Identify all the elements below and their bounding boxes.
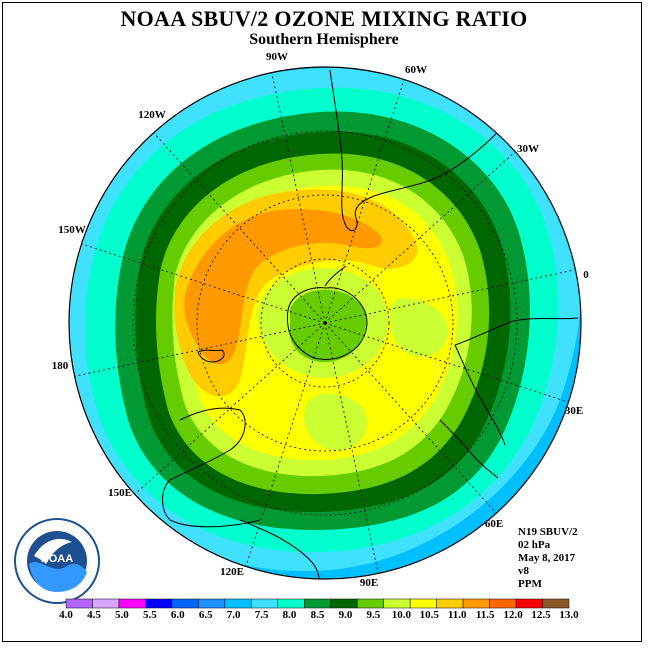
coastlines	[162, 69, 579, 579]
info-version: v8	[518, 565, 529, 577]
australia-coast	[162, 407, 261, 528]
field-polar-green	[289, 289, 367, 363]
field-orange	[184, 209, 383, 365]
longitude-label: 30E	[565, 405, 583, 417]
map-subtitle: Southern Hemisphere	[249, 31, 399, 48]
south-america-coast	[329, 69, 501, 231]
latitude-circle	[196, 194, 454, 452]
longitude-label: 150E	[108, 487, 132, 499]
longitude-label: 30W	[517, 143, 539, 155]
noaa-logo: NOAA	[14, 518, 100, 604]
latitude-circle	[260, 258, 390, 388]
longitude-label: 0	[583, 269, 589, 281]
longitude-labels: 90W 60W 30W 0 30E 60E 90E 120E 150E 180 150W 120W	[52, 51, 590, 589]
longitude-label: 60W	[405, 64, 427, 76]
longitude-label: 180	[52, 360, 69, 372]
longitude-label: 120E	[220, 566, 244, 578]
longitude-label: 90W	[266, 51, 288, 63]
longitude-label: 150W	[58, 224, 86, 236]
africa-east-coast	[454, 344, 506, 446]
info-block: N19 SBUV/2 02 hPa May 8, 2017 v8 PPM	[518, 526, 578, 591]
antarctic-peninsula	[324, 265, 347, 287]
africa-coast	[454, 317, 579, 346]
field-lime-patch	[303, 393, 367, 451]
longitude-label: 120W	[138, 109, 166, 121]
longitude-label: 60E	[485, 518, 503, 530]
ozone-field	[69, 67, 581, 579]
figure-frame	[2, 2, 642, 642]
info-pressure: 02 hPa	[518, 539, 551, 551]
map-boundary	[68, 66, 582, 580]
map-title: NOAA SBUV/2 OZONE MIXING RATIO	[120, 6, 528, 31]
longitude-label: 90E	[360, 577, 378, 589]
madagascar-area	[439, 419, 499, 479]
info-units: PPM	[518, 578, 542, 590]
info-satellite: N19 SBUV/2	[518, 526, 578, 538]
antarctica-coast	[286, 287, 368, 360]
logo-text: NOAA	[41, 553, 73, 565]
new-zealand	[197, 349, 225, 363]
field-lime-patch-east	[390, 298, 448, 357]
info-date: May 8, 2017	[518, 552, 576, 564]
latitude-circle	[132, 130, 518, 516]
graticule	[74, 72, 576, 574]
indonesia-coast	[239, 519, 321, 579]
